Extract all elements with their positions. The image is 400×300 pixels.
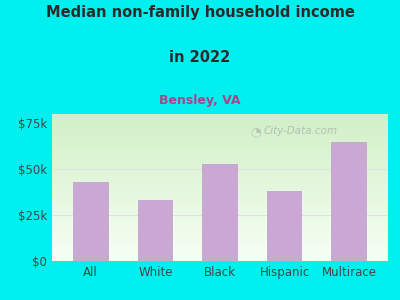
Bar (332, 142, 367, 261)
Text: ◔: ◔ (250, 125, 261, 138)
Bar (202, 164, 238, 261)
Text: Bensley, VA: Bensley, VA (159, 94, 241, 107)
Text: City-Data.com: City-Data.com (264, 126, 338, 136)
Bar (73, 182, 108, 261)
Bar (267, 191, 302, 261)
Bar (138, 200, 173, 261)
Text: in 2022: in 2022 (169, 50, 231, 64)
Text: Median non-family household income: Median non-family household income (46, 4, 354, 20)
